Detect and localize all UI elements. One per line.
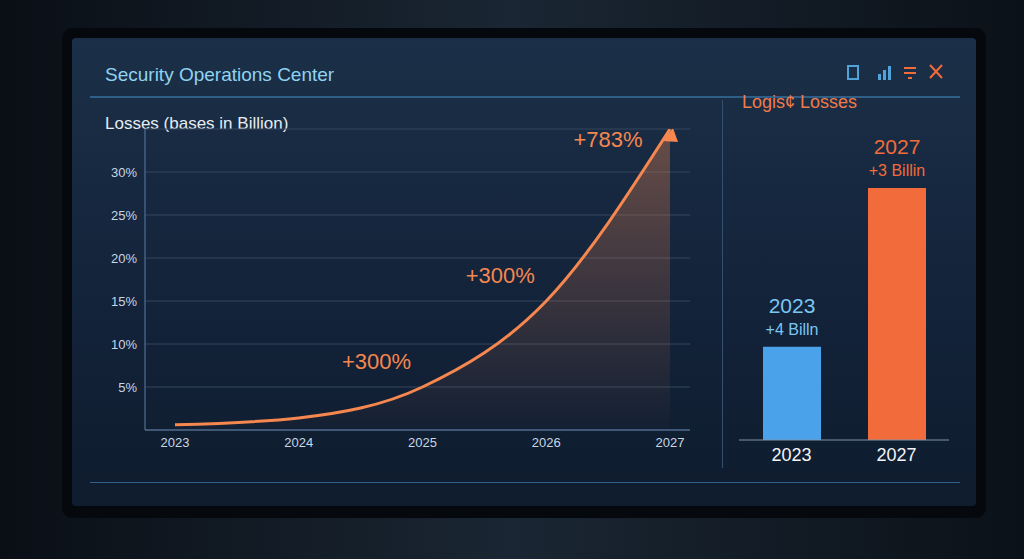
- svg-text:+783%: +783%: [573, 127, 642, 152]
- svg-text:+300%: +300%: [342, 349, 411, 374]
- html-text:Logis¢ Losses: Logis¢ Losses: [742, 92, 858, 112]
- svg-text:2023: 2023: [161, 435, 190, 450]
- svg-text:+3 Billin: +3 Billin: [869, 162, 925, 179]
- svg-text:25%: 25%: [111, 208, 137, 223]
- svg-text:15%: 15%: [111, 294, 137, 309]
- svg-text:2025: 2025: [408, 435, 437, 450]
- svg-text:2024: 2024: [284, 435, 313, 450]
- svg-text:10%: 10%: [111, 337, 137, 352]
- svg-text:+4 Billn: +4 Billn: [766, 321, 819, 338]
- svg-text:30%: 30%: [111, 165, 137, 180]
- svg-text:2026: 2026: [532, 435, 561, 450]
- svg-text:2027: 2027: [876, 445, 916, 465]
- html-text:Security Operations Center: Security Operations Center: [105, 64, 335, 85]
- svg-text:2027: 2027: [656, 435, 685, 450]
- svg-text:+300%: +300%: [466, 263, 535, 288]
- svg-text:2023: 2023: [769, 294, 816, 317]
- html-text:Losses (bases in Billion): Losses (bases in Billion): [105, 114, 289, 133]
- svg-text:5%: 5%: [118, 380, 137, 395]
- svg-text:20%: 20%: [111, 251, 137, 266]
- svg-text:2023: 2023: [771, 445, 811, 465]
- svg-text:2027: 2027: [874, 135, 921, 158]
